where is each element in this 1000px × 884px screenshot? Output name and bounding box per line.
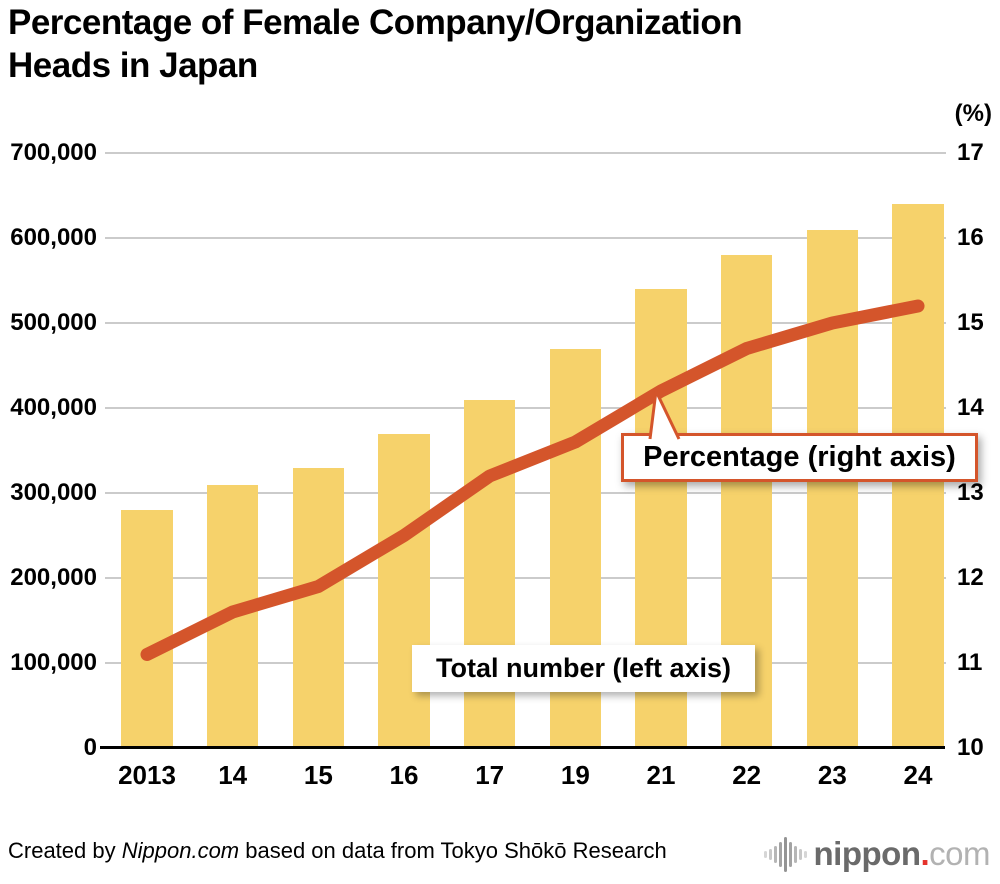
nippon-logo: nippon.com (763, 832, 991, 876)
x-axis-label-22: 22 (732, 760, 762, 790)
source-credit: Created by Nippon.com based on data from… (8, 838, 667, 864)
gridline (105, 237, 945, 239)
gridline (105, 407, 945, 409)
left-axis-tick-400000: 400,000 (10, 394, 97, 421)
waveform-bar (798, 848, 802, 860)
x-axis-label-15: 15 (303, 760, 333, 790)
gridline (105, 152, 945, 154)
percentage-series-callout: Percentage (right axis) (621, 433, 978, 482)
left-axis-tick-300000: 300,000 (10, 479, 97, 506)
waveform-bar (783, 836, 787, 872)
left-axis-tick-0: 0 (83, 734, 97, 761)
x-axis-label-19: 19 (560, 760, 590, 790)
total-series-label-box: Total number (left axis) (412, 645, 755, 692)
right-axis-tick-12: 12 (957, 564, 984, 591)
x-axis-label-21: 21 (646, 760, 676, 790)
x-axis-label-14: 14 (218, 760, 248, 790)
callout-tail-pointer (648, 389, 681, 440)
waveform-bar (803, 850, 807, 858)
total-number-bar-2013 (121, 510, 173, 748)
credit-prefix: Created by (8, 838, 122, 863)
right-axis-tick-mark (933, 152, 946, 154)
waveform-bar (768, 848, 772, 860)
total-number-bar-15 (292, 467, 345, 748)
total-series-label: Total number (left axis) (435, 653, 732, 683)
x-axis-label-2013: 2013 (118, 760, 176, 790)
x-axis-label-24: 24 (903, 760, 933, 790)
plot-area (105, 152, 945, 748)
left-axis-tick-700000: 700,000 (10, 139, 97, 166)
credit-source: Nippon.com (121, 838, 240, 863)
x-axis-line (100, 746, 945, 749)
waveform-bar (778, 841, 782, 867)
logo-tld: com (929, 835, 990, 872)
left-axis-tick-600000: 600,000 (10, 224, 97, 251)
logo-dot: . (920, 835, 930, 872)
right-axis-tick-17: 17 (957, 139, 984, 166)
gridline (105, 322, 945, 324)
waveform-bar (773, 845, 777, 863)
x-axis-label-23: 23 (817, 760, 847, 790)
waveform-bar (793, 845, 797, 863)
right-axis-tick-14: 14 (957, 394, 984, 421)
percentage-line (140, 299, 925, 661)
gridline (105, 577, 945, 579)
left-axis-tick-500000: 500,000 (10, 309, 97, 336)
credit-suffix: based on data from Tokyo Shōkō Research (239, 838, 667, 863)
x-axis-label-16: 16 (389, 760, 419, 790)
left-axis-tick-100000: 100,000 (10, 649, 97, 676)
right-axis-tick-15: 15 (957, 309, 984, 336)
waveform-bar (763, 850, 767, 858)
nippon-logo-text: nippon.com (813, 832, 991, 876)
right-axis-unit: (%) (954, 100, 992, 127)
nippon-logo-waveform-icon (763, 836, 807, 872)
right-axis-tick-11: 11 (957, 649, 983, 676)
right-axis-tick-16: 16 (957, 224, 984, 251)
left-axis-tick-200000: 200,000 (10, 564, 97, 591)
total-number-bar-16 (378, 433, 430, 748)
right-axis-tick-13: 13 (957, 479, 984, 506)
right-axis-tick-10: 10 (957, 734, 984, 761)
gridline (105, 492, 945, 494)
logo-name: nippon (813, 835, 921, 872)
waveform-bar (788, 841, 792, 867)
percentage-series-label: Percentage (right axis) (643, 441, 956, 473)
chart-title: Percentage of Female Company/Organizatio… (8, 3, 743, 85)
x-axis-label-17: 17 (475, 760, 505, 790)
